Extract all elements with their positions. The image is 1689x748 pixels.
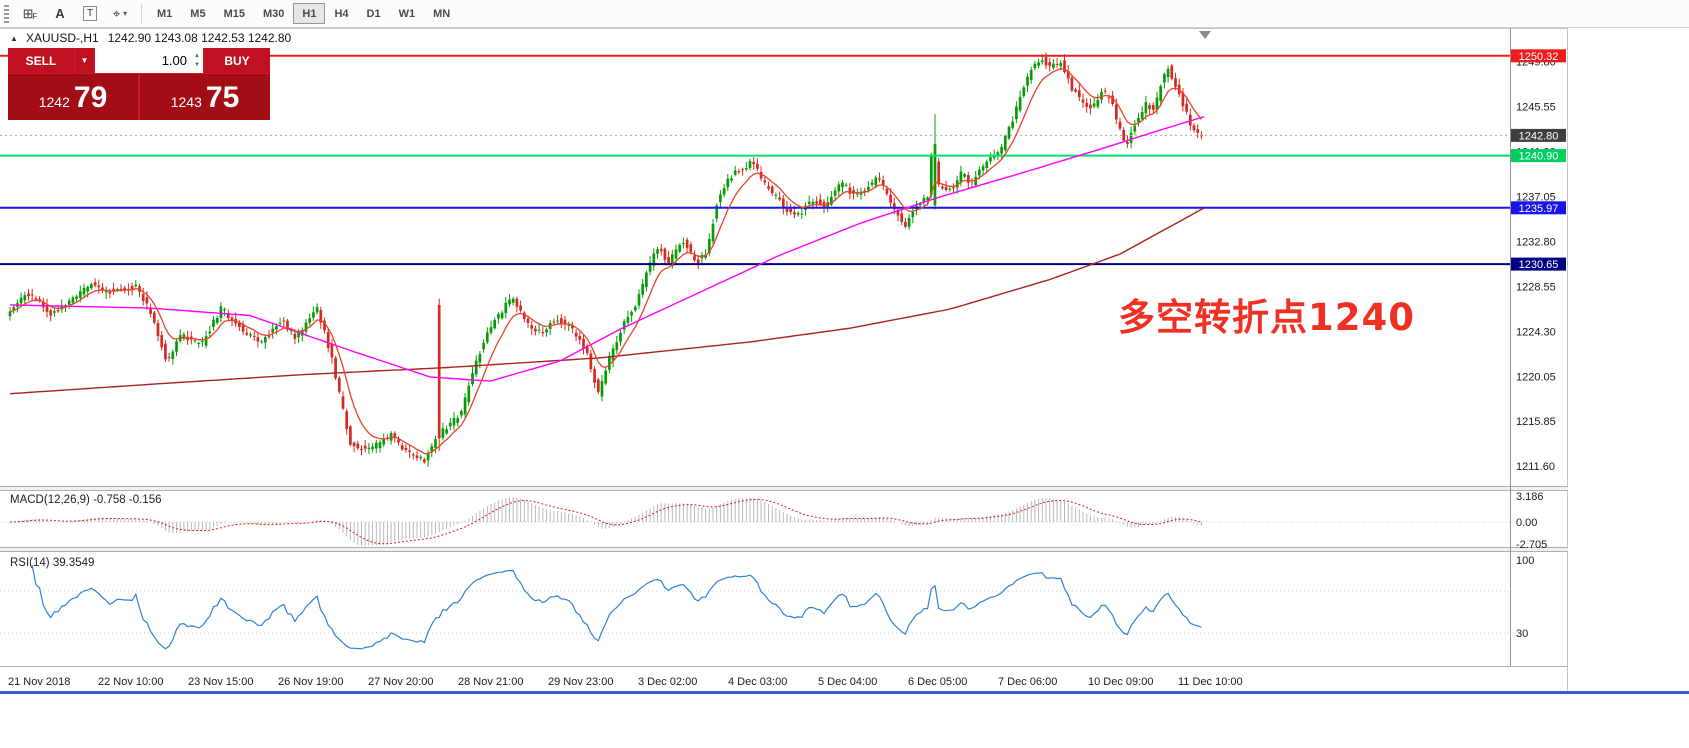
svg-text:10 Dec 09:00: 10 Dec 09:00 [1088, 676, 1153, 688]
panel-collapse-arrow[interactable]: ▲ [10, 34, 18, 43]
buy-button[interactable]: BUY [204, 48, 270, 73]
svg-text:1245.55: 1245.55 [1516, 101, 1556, 113]
symbol-period-label: XAUUSD-,H1 [26, 31, 99, 45]
rsi-line [31, 565, 1202, 650]
svg-text:1235.97: 1235.97 [1519, 203, 1559, 215]
svg-text:28 Nov 21:00: 28 Nov 21:00 [458, 676, 523, 688]
time-axis: 21 Nov 2018 22 Nov 10:00 23 Nov 15:00 26 No… [8, 676, 1243, 688]
svg-text:3 Dec 02:00: 3 Dec 02:00 [638, 676, 697, 688]
svg-text:1211.60: 1211.60 [1516, 461, 1555, 473]
price-badge-1250.32: 1250.32 [1511, 49, 1566, 63]
shapes-icon: ⌖ [112, 5, 121, 21]
chart-shift-marker[interactable] [1199, 31, 1211, 39]
svg-text:30: 30 [1516, 628, 1528, 640]
candles [8, 52, 1203, 467]
buy-price-main: 1243 [170, 94, 202, 110]
svg-text:1220.05: 1220.05 [1516, 371, 1556, 383]
window-bottom-border [0, 691, 1689, 694]
volume-input[interactable] [95, 48, 203, 73]
timeframe-button-w1[interactable]: W1 [390, 3, 425, 24]
svg-text:0.00: 0.00 [1516, 517, 1537, 529]
svg-text:11 Dec 10:00: 11 Dec 10:00 [1178, 676, 1243, 688]
text-a-icon: A [55, 6, 65, 21]
svg-text:23 Nov 15:00: 23 Nov 15:00 [188, 676, 253, 688]
ma-fast-line [9, 67, 1202, 455]
svg-text:29 Nov 23:00: 29 Nov 23:00 [548, 676, 613, 688]
rsi-panel: RSI(14) 39.3549 [0, 557, 1510, 634]
one-click-trading-panel: SELL ▼ ▲ ▼ BUY 1242 79 1243 75 [8, 48, 270, 120]
svg-text:1215.85: 1215.85 [1516, 416, 1556, 428]
svg-text:1242.80: 1242.80 [1519, 130, 1559, 142]
ohlc-values: 1242.90 1243.08 1242.53 1242.80 [107, 31, 292, 45]
sell-price-pips: 79 [73, 81, 108, 114]
svg-text:-2.705: -2.705 [1516, 539, 1547, 551]
svg-text:21 Nov 2018: 21 Nov 2018 [8, 676, 70, 688]
volume-decrease-icon[interactable]: ▼ [194, 62, 200, 68]
text-label-icon: T [82, 6, 98, 21]
sell-price-main: 1242 [38, 94, 70, 110]
ma-mid-line [9, 116, 1205, 382]
dropdown-caret-icon: ▾ [123, 9, 128, 18]
price-badge-1235.97: 1235.97 [1511, 201, 1566, 215]
macd-label: MACD(12,26,9) -0.758 -0.156 [10, 494, 162, 506]
svg-text:5 Dec 04:00: 5 Dec 04:00 [818, 676, 877, 688]
timeframe-button-m30[interactable]: M30 [254, 3, 293, 24]
trade-panel-prices: 1242 79 1243 75 [8, 74, 270, 120]
svg-text:7 Dec 06:00: 7 Dec 06:00 [998, 676, 1057, 688]
svg-text:1240.90: 1240.90 [1519, 151, 1559, 163]
volume-field: ▲ ▼ [95, 48, 203, 73]
timeframe-button-h4[interactable]: H4 [325, 3, 357, 24]
svg-text:100: 100 [1516, 555, 1534, 567]
svg-text:1237.05: 1237.05 [1516, 191, 1556, 203]
dropdown-arrow-icon: ▼ [80, 56, 89, 65]
svg-text:22 Nov 10:00: 22 Nov 10:00 [98, 676, 163, 688]
timeframe-group: M1 M5 M15 M30 H1 H4 D1 W1 MN [148, 3, 459, 24]
profile-grid-button[interactable]: ⊞ F [17, 3, 43, 25]
sell-button[interactable]: SELL [8, 48, 74, 73]
grid-icon: ⊞ [22, 5, 34, 21]
chart-annotation-text: 多空转折点1240 [1118, 296, 1415, 339]
svg-text:1232.80: 1232.80 [1516, 236, 1556, 248]
svg-text:4 Dec 03:00: 4 Dec 03:00 [728, 676, 787, 688]
shapes-button[interactable]: ⌖ ▾ [107, 3, 133, 25]
text-label-button[interactable]: T [77, 3, 103, 25]
svg-text:6 Dec 05:00: 6 Dec 05:00 [908, 676, 967, 688]
price-badge-1242.80: 1242.80 [1511, 128, 1566, 142]
insert-text-button[interactable]: A [47, 3, 73, 25]
svg-text:1230.65: 1230.65 [1519, 259, 1559, 271]
timeframe-button-m1[interactable]: M1 [148, 3, 181, 24]
chart-title: XAUUSD-,H1 1242.90 1243.08 1242.53 1242.8… [26, 31, 291, 45]
rsi-label: RSI(14) 39.3549 [10, 557, 94, 569]
buy-price-pips: 75 [205, 81, 240, 114]
svg-text:26 Nov 19:00: 26 Nov 19:00 [278, 676, 343, 688]
svg-text:1224.30: 1224.30 [1516, 326, 1556, 338]
timeframe-button-h1[interactable]: H1 [293, 3, 326, 24]
toolbar-drag-handle[interactable] [4, 4, 9, 23]
grid-icon-sub: F [32, 12, 38, 21]
timeframe-button-mn[interactable]: MN [424, 3, 459, 24]
svg-text:1250.32: 1250.32 [1519, 51, 1559, 63]
timeframe-button-m5[interactable]: M5 [181, 3, 214, 24]
volume-increase-icon[interactable]: ▲ [194, 53, 200, 59]
price-badge-1240.90: 1240.90 [1511, 149, 1566, 163]
macd-panel: MACD(12,26,9) -0.758 -0.156 [0, 494, 1510, 546]
ma-slow-line [9, 207, 1205, 395]
toolbar: ⊞ F A T ⌖ ▾ M1 M5 M15 M30 H1 H4 D1 W1 MN [0, 0, 1689, 28]
price-badge-1230.65: 1230.65 [1511, 257, 1566, 271]
buy-price-display[interactable]: 1243 75 [140, 74, 270, 120]
price-axis: 1249.801245.551241.301237.051232.801228.… [1516, 56, 1556, 640]
macd-signal-line [9, 498, 1202, 545]
trade-panel-controls: SELL ▼ ▲ ▼ BUY [8, 48, 270, 73]
volume-dropdown[interactable]: ▼ [75, 48, 94, 73]
toolbar-separator [141, 3, 142, 24]
timeframe-button-m15[interactable]: M15 [215, 3, 254, 24]
timeframe-button-d1[interactable]: D1 [358, 3, 390, 24]
svg-text:1228.55: 1228.55 [1516, 281, 1556, 293]
svg-text:27 Nov 20:00: 27 Nov 20:00 [368, 676, 433, 688]
svg-text:3.186: 3.186 [1516, 491, 1544, 503]
sell-price-display[interactable]: 1242 79 [8, 74, 138, 120]
